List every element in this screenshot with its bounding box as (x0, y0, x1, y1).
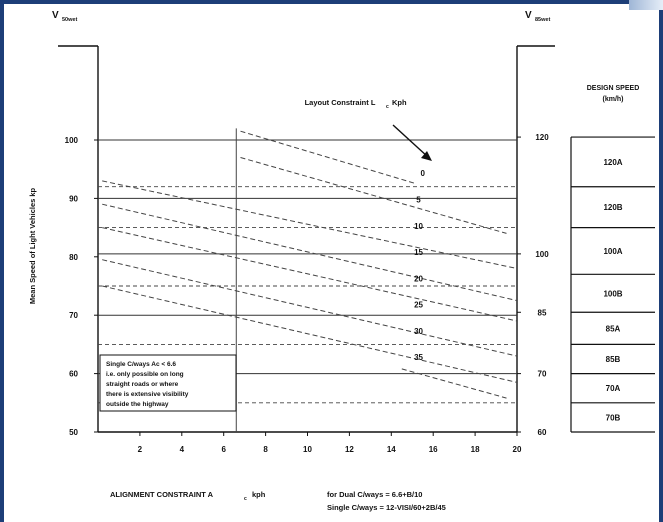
annotation-line: straight roads or where (106, 381, 179, 388)
curve-label-20: 20 (414, 274, 423, 283)
series-line-15 (102, 203, 518, 302)
right-tick-label: 60 (538, 428, 547, 437)
design-speed-header: DESIGN SPEED (587, 85, 640, 92)
x-tick-label: 2 (138, 445, 143, 454)
annotation-line: outside the highway (106, 401, 169, 408)
x-tick-label: 10 (303, 445, 312, 454)
right-axis-title-sub: 85wet (535, 17, 550, 23)
x-tick-label: 14 (387, 445, 396, 454)
x-axis-label-unit: kph (252, 490, 266, 499)
right-tick-label: 100 (535, 250, 549, 259)
x-tick-label: 16 (429, 445, 438, 454)
right-axis-title: V (525, 10, 532, 21)
design-speed-class: 100B (603, 289, 622, 298)
layout-constraint-label: Layout Constraint L (305, 98, 376, 107)
annotation-line: Single C/ways Aс < 6.6 (106, 361, 176, 368)
x-tick-label: 12 (345, 445, 354, 454)
left-axis-title-sub: 50wet (62, 17, 77, 23)
x-axis-label: ALIGNMENT CONSTRAINT A (110, 490, 214, 499)
design-speed-class: 70A (606, 384, 621, 393)
left-tick-label: 80 (69, 253, 78, 262)
design-speed-unit: (km/h) (603, 96, 624, 103)
left-axis-title: V (52, 10, 59, 21)
left-tick-label: 60 (69, 370, 78, 379)
series-line-10 (102, 180, 518, 269)
right-tick-label: 120 (535, 133, 549, 142)
right-tick-label: 85 (538, 308, 547, 317)
design-speed-class: 70B (606, 413, 621, 422)
design-speed-class: 85A (606, 324, 621, 333)
series-line-35 (401, 368, 507, 399)
x-axis-label-sub: c (244, 496, 247, 502)
x-tick-label: 8 (263, 445, 268, 454)
layout-constraint-arrow (392, 124, 429, 158)
curve-label-30: 30 (414, 327, 423, 336)
left-tick-label: 90 (69, 194, 78, 203)
x-tick-label: 20 (513, 445, 522, 454)
curve-label-5: 5 (416, 195, 421, 204)
x-tick-label: 18 (471, 445, 480, 454)
series-line-0 (240, 130, 417, 185)
layout-constraint-sub: c (386, 104, 389, 110)
design-speed-class: 100A (603, 247, 622, 256)
curve-label-10: 10 (414, 222, 423, 231)
series-line-25 (102, 259, 518, 357)
design-speed-class: 85B (606, 355, 621, 364)
layout-constraint-arrowhead (421, 151, 432, 161)
right-tick-label: 70 (538, 370, 547, 379)
left-tick-label: 50 (69, 428, 78, 437)
series-line-20 (102, 227, 518, 322)
formula-line: for Dual C/ways = 6.6+B/10 (327, 490, 422, 499)
series-line-30 (102, 285, 518, 383)
x-tick-label: 4 (180, 445, 185, 454)
layout-constraint-unit: Kph (392, 98, 407, 107)
corner-badge (629, 0, 663, 10)
annotation-line: there is extensive visibility (106, 391, 189, 398)
annotation-line: i.e. only possible on long (106, 371, 184, 378)
x-tick-label: 6 (221, 445, 226, 454)
curve-label-15: 15 (414, 248, 423, 257)
design-speed-class: 120A (603, 158, 622, 167)
annotation-box (99, 354, 237, 412)
curve-label-25: 25 (414, 301, 423, 310)
series-line-5 (240, 157, 507, 234)
left-axis-ylabel: Mean Speed of Light Vehicles kp (28, 187, 37, 304)
design-speed-class: 120B (603, 203, 622, 212)
left-tick-label: 100 (65, 136, 79, 145)
left-tick-label: 70 (69, 311, 78, 320)
curve-label-35: 35 (414, 353, 423, 362)
formula-line: Single C/ways = 12-VISI/60+2B/45 (327, 503, 446, 512)
curve-label-0: 0 (420, 169, 425, 178)
